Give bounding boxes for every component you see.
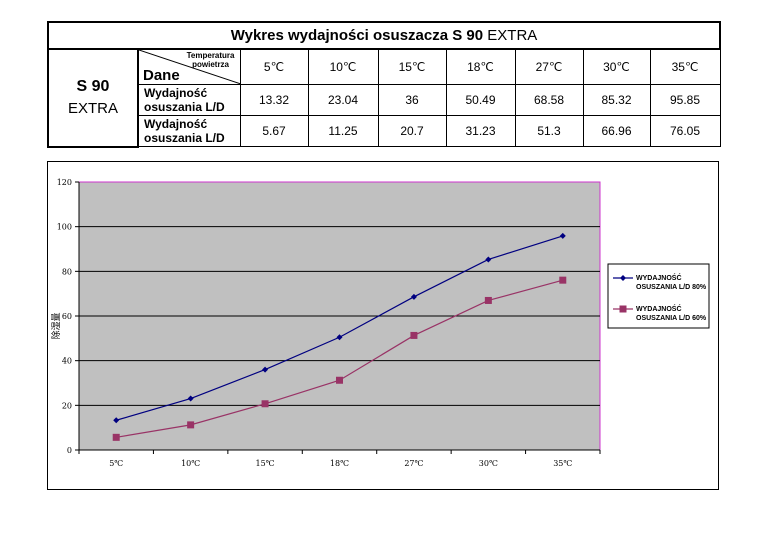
corner-header-top-line1: Temperatura bbox=[186, 51, 235, 60]
table-cell: 51.3 bbox=[514, 115, 584, 147]
y-tick-label: 40 bbox=[62, 357, 72, 366]
y-tick-label: 60 bbox=[62, 312, 72, 321]
row-label-line1: Wydajność bbox=[144, 86, 208, 100]
x-tick-label: 27℃ bbox=[404, 459, 423, 468]
line-chart: 0 20 40 60 80 100 120 5℃ 10℃ 15℃ 18℃ 27℃ 30℃ 35℃ 除湿量 WY… bbox=[50, 178, 710, 468]
data-point bbox=[559, 232, 566, 239]
row-label: Wydajność osuszania L/D bbox=[137, 115, 241, 147]
legend-box bbox=[607, 263, 710, 329]
data-point bbox=[113, 417, 120, 424]
table-cell: 5.67 bbox=[239, 115, 309, 147]
data-point bbox=[187, 395, 194, 402]
temp-header-5: 27℃ bbox=[514, 48, 584, 85]
specs-table: Wykres wydajności osuszacza S 90 EXTRA S… bbox=[46, 21, 722, 148]
y-axis-label: 除湿量 bbox=[50, 312, 62, 339]
y-tick-label: 0 bbox=[67, 446, 72, 455]
table-title-normal: EXTRA bbox=[487, 27, 538, 44]
table-cell: 76.05 bbox=[649, 115, 721, 147]
data-point bbox=[410, 331, 418, 339]
data-point bbox=[262, 366, 269, 373]
x-tick-label: 10℃ bbox=[181, 459, 200, 468]
data-point bbox=[485, 256, 492, 263]
row-label-line1: Wydajność bbox=[144, 117, 208, 131]
table-cell: 85.32 bbox=[582, 84, 651, 116]
legend-label: OSUSZANIA L/D 60% bbox=[636, 315, 707, 322]
legend-label: WYDAJNOŚĆ bbox=[636, 304, 682, 313]
x-tick-label: 5℃ bbox=[109, 459, 123, 468]
table-cell: 11.25 bbox=[307, 115, 379, 147]
legend-marker bbox=[619, 305, 627, 313]
corner-header-bottom: Dane bbox=[143, 67, 180, 84]
table-cell: 20.7 bbox=[377, 115, 447, 147]
y-tick-label: 80 bbox=[62, 267, 72, 276]
x-tick-label: 35℃ bbox=[553, 459, 572, 468]
table-cell: 68.58 bbox=[514, 84, 584, 116]
y-tick-label: 120 bbox=[57, 178, 72, 187]
model-name: S 90 bbox=[76, 78, 110, 96]
table-cell: 23.04 bbox=[307, 84, 379, 116]
table-title: Wykres wydajności osuszacza S 90 EXTRA bbox=[46, 21, 722, 50]
temp-header-6: 30℃ bbox=[582, 48, 651, 85]
temp-header-3: 15℃ bbox=[377, 48, 447, 85]
table-cell: 31.23 bbox=[445, 115, 516, 147]
row-label: Wydajność osuszania L/D bbox=[137, 84, 241, 116]
temp-header-1: 5℃ bbox=[239, 48, 309, 85]
data-point bbox=[112, 433, 120, 441]
legend-marker bbox=[620, 275, 626, 281]
table-cell: 36 bbox=[377, 84, 447, 116]
x-tick-label: 15℃ bbox=[256, 459, 275, 468]
model-cell: S 90 EXTRA bbox=[47, 48, 139, 148]
legend-label: OSUSZANIA L/D 80% bbox=[636, 284, 707, 291]
data-point bbox=[336, 334, 343, 341]
corner-header-top-line2: powietrza bbox=[192, 60, 230, 69]
temp-header-2: 10℃ bbox=[307, 48, 379, 85]
data-point bbox=[187, 421, 195, 429]
corner-header-cell: Temperatura powietrza Dane bbox=[137, 48, 241, 85]
data-point bbox=[261, 400, 269, 408]
table-cell: 50.49 bbox=[445, 84, 516, 116]
row-label-line2: osuszania L/D bbox=[144, 131, 225, 145]
corner-diagonal bbox=[139, 50, 241, 84]
chart-frame: 0 20 40 60 80 100 120 5℃ 10℃ 15℃ 18℃ 27℃ 30℃ 35℃ 除湿量 WY… bbox=[47, 161, 719, 490]
corner-header-top: Temperatura powietrza bbox=[187, 51, 235, 69]
y-tick-label: 20 bbox=[62, 401, 72, 410]
table-cell: 13.32 bbox=[239, 84, 309, 116]
table-cell: 95.85 bbox=[649, 84, 721, 116]
temp-header-7: 35℃ bbox=[649, 48, 721, 85]
x-tick-label: 30℃ bbox=[479, 459, 498, 468]
legend-label: WYDAJNOŚĆ bbox=[636, 273, 682, 282]
table-title-bold: Wykres wydajności osuszacza S 90 bbox=[230, 27, 484, 44]
table-cell: 66.96 bbox=[582, 115, 651, 147]
table-row: Wydajność osuszania L/D 13.32 23.04 36 5… bbox=[48, 84, 721, 116]
row-label-line2: osuszania L/D bbox=[144, 100, 225, 114]
model-variant: EXTRA bbox=[67, 100, 118, 118]
data-point bbox=[559, 276, 567, 284]
temp-header-4: 18℃ bbox=[445, 48, 516, 85]
x-tick-label: 18℃ bbox=[330, 459, 349, 468]
data-point bbox=[336, 376, 343, 384]
data-point bbox=[484, 296, 492, 304]
data-point bbox=[410, 293, 417, 300]
table-row: Wydajność osuszania L/D 5.67 11.25 20.7 … bbox=[48, 115, 721, 147]
y-tick-label: 100 bbox=[57, 223, 72, 232]
